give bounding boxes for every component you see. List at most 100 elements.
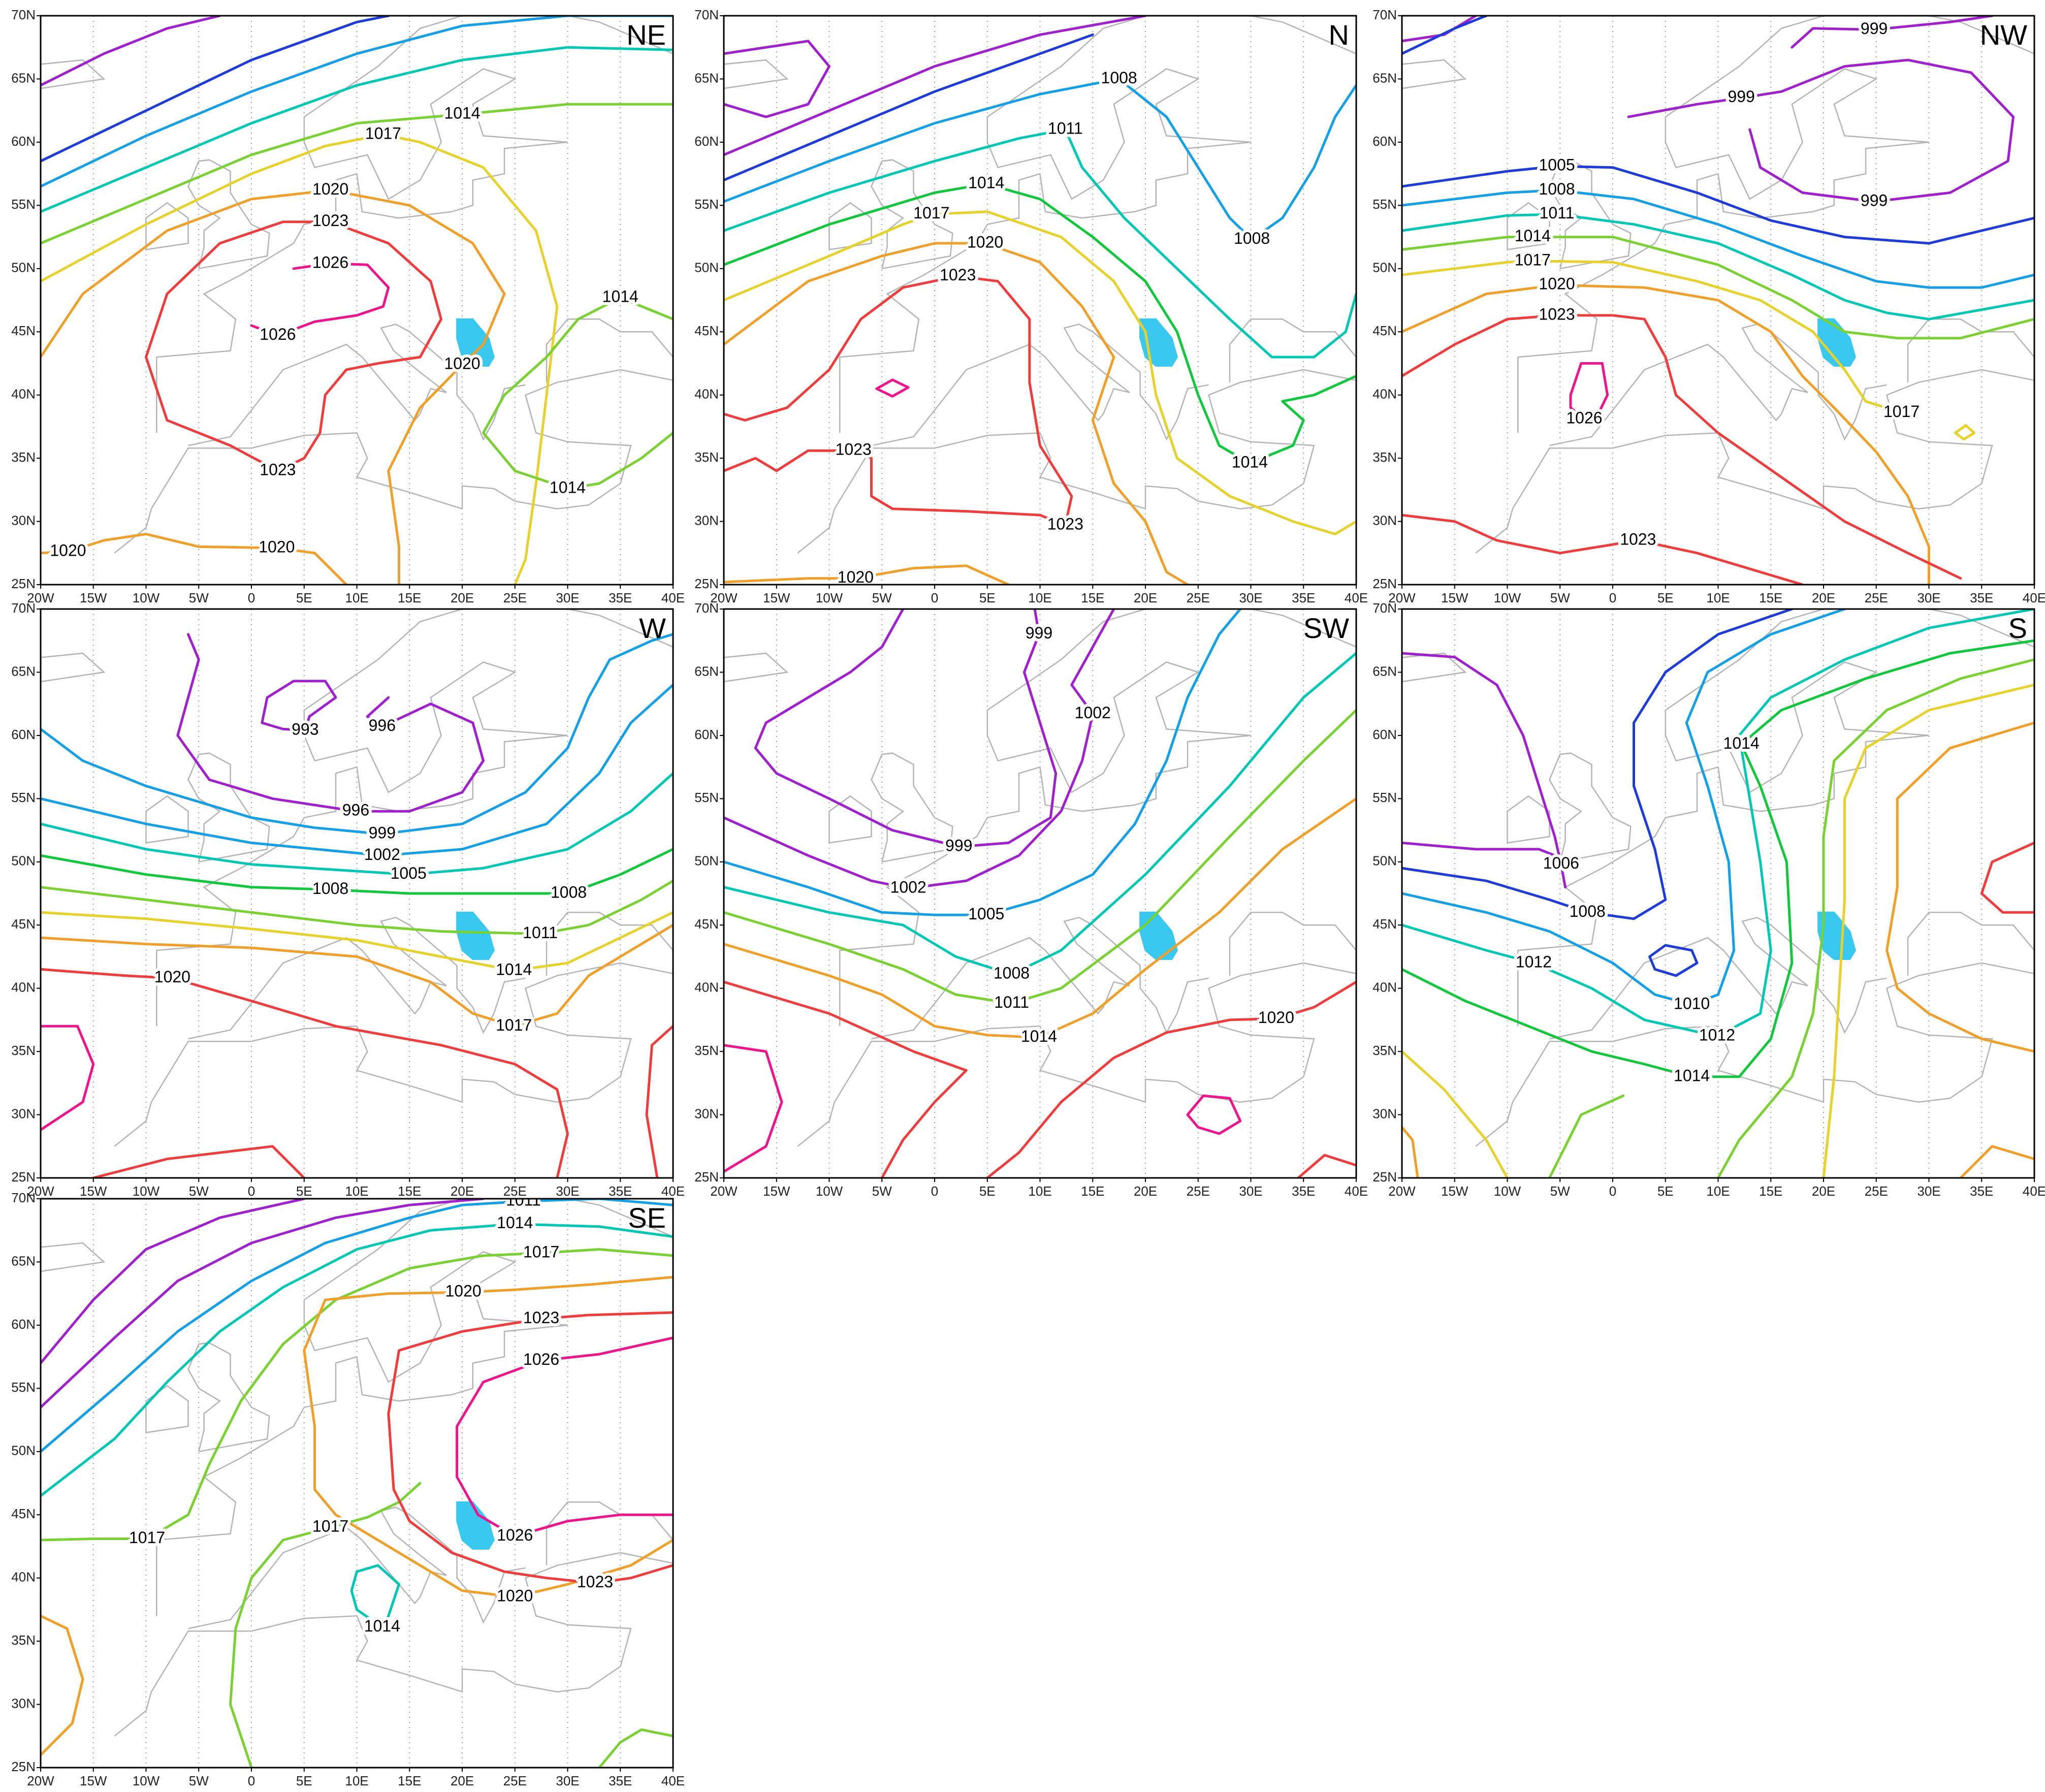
lat-label: 25N [11,576,36,591]
isobar [41,532,348,585]
coastline [546,1501,673,1565]
isobar [645,1025,673,1178]
serbia [1817,911,1856,960]
coastline [546,318,673,382]
isobar-label: 1026 [260,325,296,343]
lon-label: 20W [1388,1183,1416,1199]
isobar-label: 1011 [1540,204,1575,222]
lat-label: 55N [1372,197,1397,212]
lat-label: 65N [11,663,36,679]
isobar-label: 1023 [836,440,872,459]
coastline [41,652,106,683]
coastline [1907,318,2034,382]
isobar-label: 1002 [890,878,926,896]
lat-label: 45N [1372,323,1397,338]
isobar-label: 1020 [50,541,86,560]
coastline [114,1552,673,1737]
isobar [41,16,221,87]
isobar-label: 1023 [312,211,348,230]
lon-label: 15W [80,1183,107,1199]
coastline [156,16,673,433]
map-area: 999 999 999 1005 1008 1011 1014 1017 1020 1023 102… [1402,16,2034,585]
isobar-label: 996 [369,716,396,734]
isobar [1980,841,2034,914]
coastline [1907,912,2034,976]
isobar [724,609,1242,916]
lon-label: 10E [1706,1183,1730,1199]
isobar-label: 1014 [1723,734,1760,752]
coastline [156,609,673,1027]
map-panel: 1008 1011 1014 1017 1020 1023 1008 1023 1014 1023… [694,7,1368,605]
coastline [1549,159,1632,270]
lat-label: 25N [11,1759,36,1774]
isobar-label: 1017 [496,1016,532,1034]
lon-label: 40E [661,590,685,605]
lat-label: 40N [1372,387,1397,402]
isobar-label: 1005 [968,905,1004,923]
isobar-label: 1014 [364,1617,400,1635]
isobar-label: 1020 [497,1586,533,1605]
map-panel: 999 999 999 1005 1008 1011 1014 1017 1020 1023 102… [1372,7,2045,605]
lon-label: 5E [979,1183,996,1199]
lat-label: 40N [11,980,36,995]
isobar [1402,165,2034,245]
lon-label: 35E [1970,1183,1993,1199]
lon-label: 5E [296,1183,312,1199]
serbia [456,1501,495,1550]
panel-label: W [639,612,666,644]
lon-label: 30E [1917,590,1940,605]
map-area: 999 1002 999 1002 1005 1008 1011 1014 1020 [724,609,1356,1178]
lon-label: 10E [1028,590,1051,605]
panel-label: SW [1303,612,1349,644]
isobar-label: 1020 [838,568,874,586]
isobar-label: 1026 [497,1526,533,1544]
panel-label: NE [626,19,666,51]
lon-label: 40E [661,1183,685,1199]
lat-label: 35N [1372,450,1397,465]
lon-label: 10E [345,590,368,605]
isobar [1402,639,2034,1078]
lon-label: 30E [1239,590,1262,605]
isobar-label: 999 [1728,87,1754,106]
isobar [41,1199,306,1365]
lat-label: 45N [11,916,36,932]
map-panel: 1014 1017 1020 1023 1026 1026 1020 1014 1023 1014… [11,7,685,605]
coastline [724,59,789,89]
isobar-label: 1023 [1620,530,1656,548]
lat-label: 40N [694,387,719,402]
coastline [188,323,526,446]
isobar [1402,652,1567,889]
lon-label: 5E [1657,1183,1674,1199]
isobar [724,797,1356,1039]
serbia [456,318,495,367]
isobar [724,242,1189,585]
isobar [1402,16,1488,55]
coastline [1229,912,1356,976]
panel-label: NW [1980,19,2027,51]
coastline [156,1199,673,1616]
isobar-label: 1008 [994,964,1030,982]
lon-label: 10W [1494,590,1521,605]
lat-label: 70N [694,600,719,616]
lat-label: 25N [1372,1169,1397,1185]
isobar [1402,1126,1419,1178]
isobar [41,911,673,972]
map-area: 1014 1017 1020 1023 1026 1026 1020 1014 1023 1014… [41,16,673,585]
isobar [724,77,1356,241]
isobar [1822,683,2034,1178]
coastline [871,752,953,863]
lon-label: 20W [710,590,738,605]
isobar [724,980,968,1178]
isobar [724,709,1356,1005]
lon-label: 30E [1239,1183,1262,1199]
lat-label: 25N [1372,576,1397,591]
isobar [261,680,337,732]
isobar [1548,1094,1625,1178]
isobar-label: 1014 [602,287,638,305]
lon-label: 35E [1970,590,1993,605]
isobar-label: 1020 [444,354,480,372]
lon-label: 5E [1657,590,1674,605]
isobar-label: 1011 [1048,119,1083,137]
coastline [828,795,872,844]
